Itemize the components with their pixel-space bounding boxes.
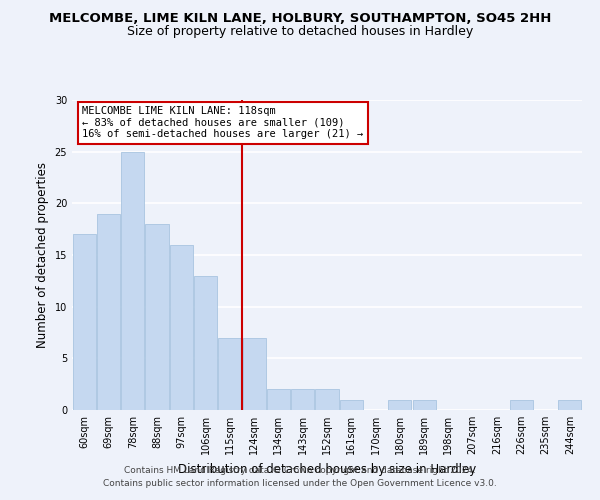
- X-axis label: Distribution of detached houses by size in Hardley: Distribution of detached houses by size …: [178, 462, 476, 475]
- Text: MELCOMBE LIME KILN LANE: 118sqm
← 83% of detached houses are smaller (109)
16% o: MELCOMBE LIME KILN LANE: 118sqm ← 83% of…: [82, 106, 364, 140]
- Bar: [316, 390, 338, 410]
- Text: MELCOMBE, LIME KILN LANE, HOLBURY, SOUTHAMPTON, SO45 2HH: MELCOMBE, LIME KILN LANE, HOLBURY, SOUTH…: [49, 12, 551, 26]
- Bar: [510, 400, 533, 410]
- Bar: [413, 400, 436, 410]
- Bar: [97, 214, 120, 410]
- Bar: [242, 338, 266, 410]
- Bar: [388, 400, 412, 410]
- Bar: [194, 276, 217, 410]
- Bar: [121, 152, 144, 410]
- Bar: [73, 234, 95, 410]
- Bar: [340, 400, 363, 410]
- Bar: [218, 338, 241, 410]
- Bar: [267, 390, 290, 410]
- Text: Contains HM Land Registry data © Crown copyright and database right 2024.
Contai: Contains HM Land Registry data © Crown c…: [103, 466, 497, 487]
- Bar: [559, 400, 581, 410]
- Bar: [291, 390, 314, 410]
- Y-axis label: Number of detached properties: Number of detached properties: [36, 162, 49, 348]
- Bar: [170, 244, 193, 410]
- Text: Size of property relative to detached houses in Hardley: Size of property relative to detached ho…: [127, 25, 473, 38]
- Bar: [145, 224, 169, 410]
